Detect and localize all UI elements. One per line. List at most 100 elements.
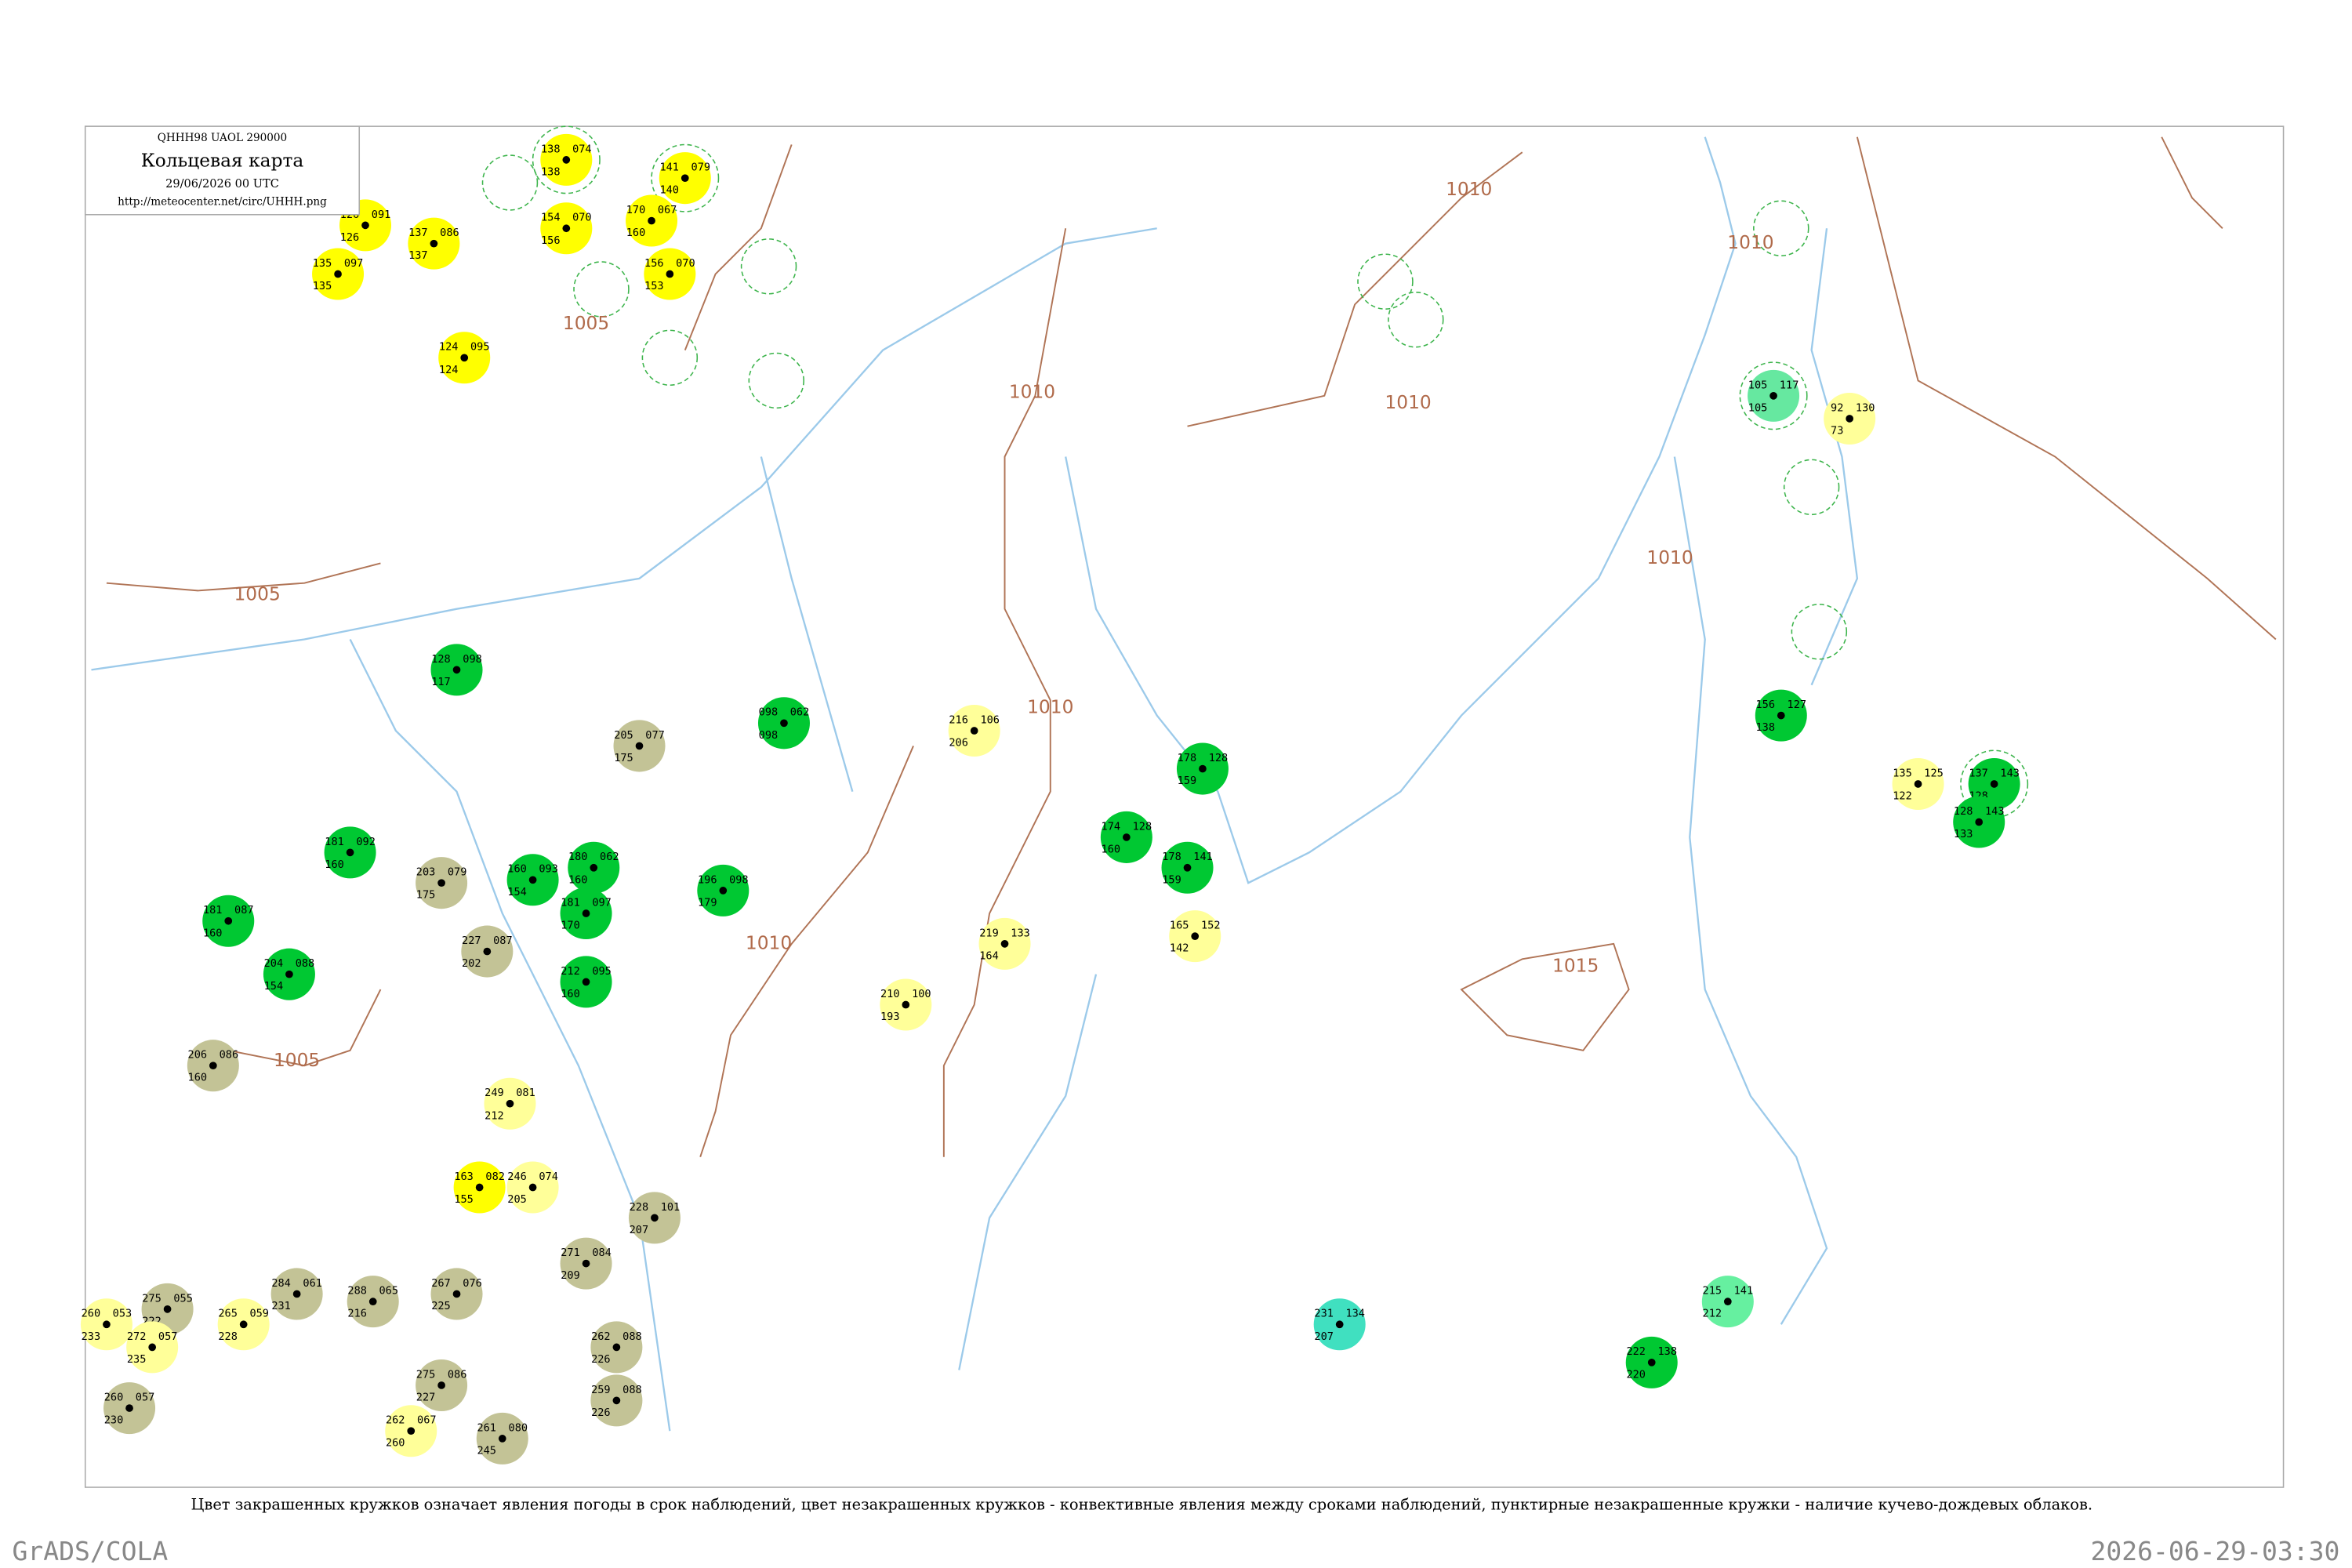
station-temperature: 275 <box>416 1368 436 1381</box>
isobar-labels: 1010 1010 1010 1010 1010 1010 1010 1005 1005 1005… <box>234 179 1773 1071</box>
isobar-label: 1010 <box>746 932 792 953</box>
station-symbol <box>590 863 598 872</box>
station-dewpoint: 117 <box>431 676 451 688</box>
station-temperature: 249 <box>485 1087 504 1099</box>
station-symbol <box>902 1000 910 1009</box>
station-symbol <box>582 1259 590 1268</box>
station-temperature: 212 <box>561 965 580 978</box>
station-dewpoint: 153 <box>644 280 664 292</box>
station-dewpoint: 154 <box>264 980 284 993</box>
station-pressure: 077 <box>645 729 665 742</box>
station-pressure: 087 <box>234 904 254 916</box>
station-temperature: 128 <box>431 653 451 666</box>
isobars <box>106 136 2277 1157</box>
station-temperature: 222 <box>1626 1345 1646 1358</box>
station-temperature: 178 <box>1162 851 1181 863</box>
station-pressure: 095 <box>592 965 612 978</box>
station-temperature: 137 <box>408 227 428 239</box>
station-dewpoint: 105 <box>1748 401 1768 414</box>
station-pressure: 079 <box>448 866 467 879</box>
station-symbol <box>346 848 354 857</box>
station-pressure: 097 <box>592 896 612 909</box>
station-symbol <box>1000 939 1009 948</box>
header-date: 29/06/2026 00 UTC <box>165 177 279 191</box>
station-dewpoint: 206 <box>949 737 968 750</box>
station-pressure: 065 <box>379 1285 398 1298</box>
station-symbol <box>612 1396 621 1405</box>
station-pressure: 070 <box>572 212 592 224</box>
station-pressure: 101 <box>661 1201 681 1214</box>
station-temperature: 156 <box>1755 699 1775 711</box>
station-pressure: 086 <box>448 1368 467 1381</box>
station-dewpoint: 155 <box>454 1193 474 1206</box>
isobar-label: 1010 <box>1385 392 1431 413</box>
station-pressure: 062 <box>600 851 619 863</box>
station-dewpoint: 260 <box>386 1437 405 1450</box>
station-temperature: 262 <box>591 1330 611 1343</box>
station-symbol <box>1990 780 1998 788</box>
station-symbol <box>368 1298 377 1306</box>
station-temperature: 231 <box>1314 1308 1334 1320</box>
station-symbol <box>1183 863 1192 872</box>
station-pressure: 095 <box>470 341 490 354</box>
isobar-label: 1005 <box>563 313 609 334</box>
station-temperature: 138 <box>541 143 561 155</box>
station-dewpoint: 245 <box>477 1444 496 1457</box>
station-pressure: 128 <box>1209 752 1229 764</box>
timestamp: 2026-06-29-03:30 <box>2091 1536 2340 1566</box>
station-temperature: 271 <box>561 1247 580 1259</box>
header-url: http://meteocenter.net/circ/UHHH.png <box>118 196 327 209</box>
station-temperature: 219 <box>979 927 999 939</box>
station-pressure: 088 <box>622 1384 642 1396</box>
station-symbol <box>292 1290 301 1298</box>
station-symbol <box>1723 1298 1732 1306</box>
station-pressure: 117 <box>1780 379 1799 391</box>
station-dewpoint: 140 <box>659 184 679 197</box>
station-symbol <box>562 224 571 233</box>
station-dewpoint: 160 <box>1102 843 1121 855</box>
station-symbol <box>562 156 571 164</box>
station-temperature: 228 <box>630 1201 649 1214</box>
isobar-label: 1010 <box>1646 547 1693 568</box>
header-box <box>84 125 361 216</box>
station-temperature: 170 <box>626 204 646 216</box>
station-dewpoint: 209 <box>561 1269 580 1282</box>
station-symbol <box>719 887 728 895</box>
station-pressure: 079 <box>691 162 711 174</box>
station-pressure: 143 <box>2000 767 2020 779</box>
station-pressure: 084 <box>592 1247 612 1259</box>
station-symbol <box>163 1305 172 1313</box>
station-symbol <box>582 909 590 917</box>
station-dewpoint: 156 <box>541 234 561 247</box>
station-symbol <box>452 666 461 674</box>
station-symbol <box>666 270 674 278</box>
station-temperature: 135 <box>313 257 332 270</box>
station-dewpoint: 126 <box>340 231 360 244</box>
station-dewpoint: 235 <box>127 1353 147 1366</box>
station-dewpoint: 160 <box>561 988 580 1000</box>
station-temperature: 203 <box>416 866 436 879</box>
station-pressure: 130 <box>1856 401 1875 414</box>
station-pressure: 125 <box>1924 767 1944 779</box>
station-pressure: 061 <box>303 1277 322 1290</box>
station-pressure: 088 <box>296 957 315 970</box>
station-pressure: 081 <box>516 1087 535 1099</box>
station-dewpoint: 122 <box>1893 790 1912 803</box>
isobar-label: 1010 <box>1446 179 1492 200</box>
station-temperature: 275 <box>142 1292 162 1305</box>
station-temperature: 210 <box>880 988 900 1000</box>
station-symbol <box>1123 833 1131 841</box>
station-temperature: 196 <box>698 873 717 886</box>
station-symbol <box>648 216 655 225</box>
station-symbol <box>1975 818 1984 826</box>
station-temperature: 261 <box>477 1421 496 1434</box>
station-temperature: 246 <box>507 1171 527 1183</box>
station-dewpoint: 73 <box>1831 425 1843 437</box>
station-temperature: 215 <box>1703 1285 1722 1298</box>
station-dewpoint: 160 <box>188 1072 208 1084</box>
station-dewpoint: 207 <box>630 1224 649 1236</box>
station-dewpoint: 230 <box>104 1414 124 1427</box>
station-dewpoint: 179 <box>698 896 717 909</box>
station-symbol <box>528 876 537 884</box>
